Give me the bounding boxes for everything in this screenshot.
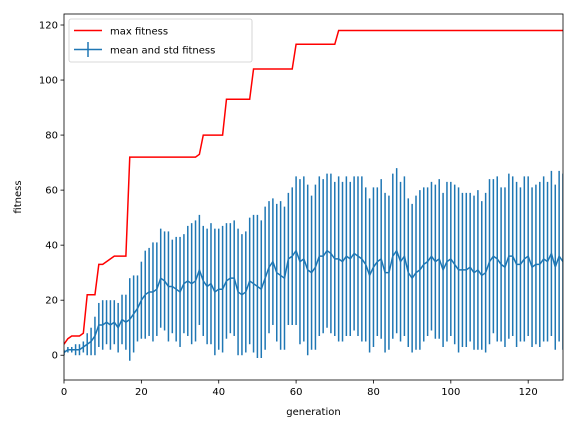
x-tick-label-20: 20 [135, 387, 148, 398]
mean-fitness-line [64, 249, 563, 354]
x-tick-label-0: 0 [61, 387, 67, 398]
legend-box [68, 18, 253, 63]
x-axis-label: generation [286, 407, 340, 418]
legend-max-fitness-label: max fitness [110, 27, 168, 38]
x-tick-label-60: 60 [290, 387, 303, 398]
y-axis: 0 20 40 60 80 100 120 [39, 21, 64, 362]
plot-area [64, 29, 563, 361]
legend: max fitness mean and std fitness [68, 18, 253, 63]
y-tick-label-0: 0 [52, 351, 58, 362]
y-axis-label: fitness [13, 180, 24, 213]
y-tick-label-20: 20 [45, 296, 58, 307]
x-tick-label-100: 100 [441, 387, 460, 398]
y-tick-label-80: 80 [45, 131, 58, 142]
x-tick-label-80: 80 [367, 387, 380, 398]
y-tick-label-60: 60 [45, 186, 58, 197]
axes-frame [63, 13, 564, 381]
y-tick-label-40: 40 [45, 241, 58, 252]
x-tick-label-120: 120 [519, 387, 538, 398]
y-tick-label-100: 100 [39, 76, 58, 87]
x-axis: 0 20 40 60 80 100 120 [61, 380, 538, 398]
x-tick-label-40: 40 [212, 387, 225, 398]
legend-mean-std-label: mean and std fitness [110, 46, 215, 57]
y-tick-label-120: 120 [39, 21, 58, 32]
max-fitness-line [64, 29, 563, 345]
